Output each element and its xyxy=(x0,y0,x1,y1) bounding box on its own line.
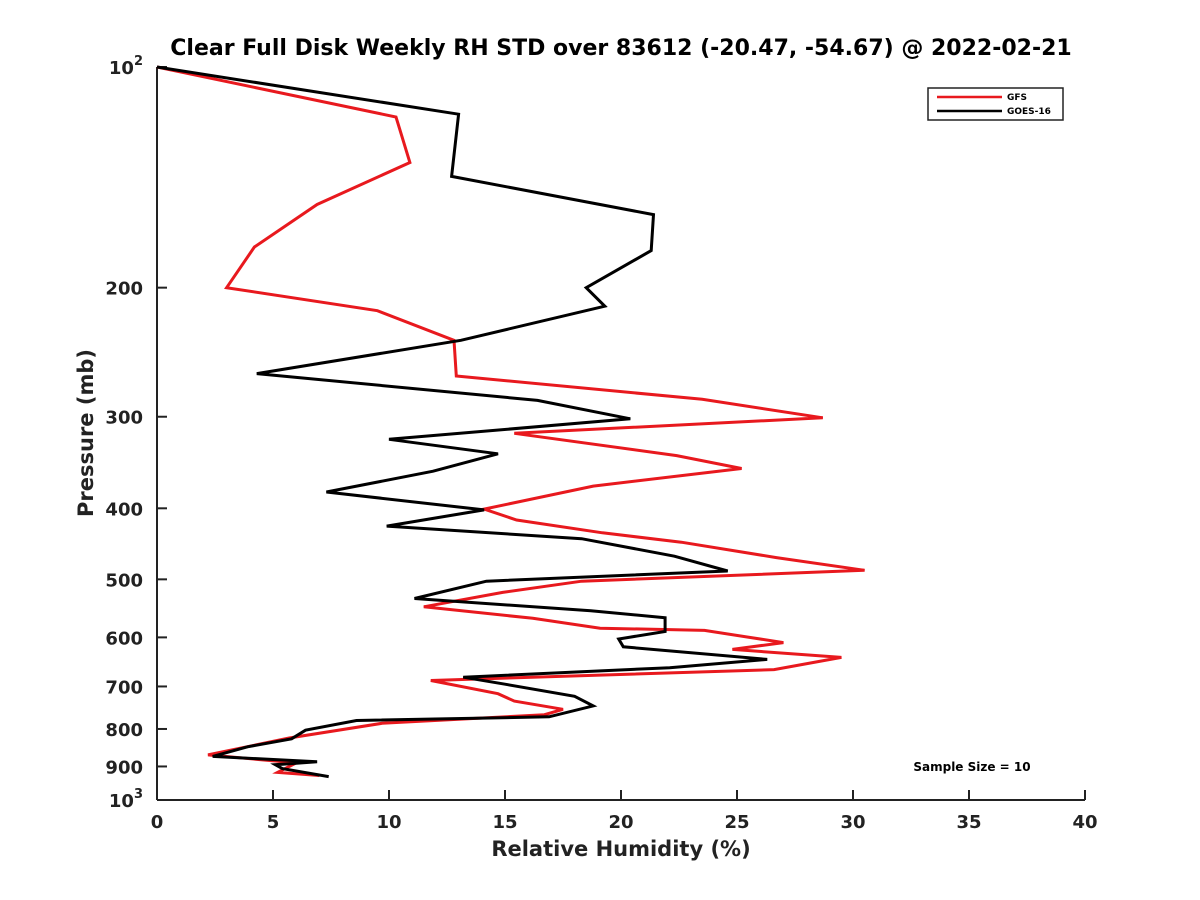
chart-title: Clear Full Disk Weekly RH STD over 83612… xyxy=(170,36,1071,61)
x-axis-label: Relative Humidity (%) xyxy=(491,837,750,861)
x-tick-label: 5 xyxy=(267,812,280,833)
y-tick-base: 10 xyxy=(109,791,134,812)
series-line-goes16 xyxy=(156,65,768,779)
y-tick-label: 600 xyxy=(105,628,143,649)
y-axis-label: Pressure (mb) xyxy=(74,349,98,517)
y-tick-label: 103 xyxy=(109,787,143,812)
y-tick-label: 700 xyxy=(105,677,143,698)
y-tick-label: 900 xyxy=(105,757,143,778)
series-layer xyxy=(156,65,865,779)
x-tick-label: 0 xyxy=(151,812,164,833)
x-tick-label: 10 xyxy=(376,812,401,833)
legend-box xyxy=(927,87,1064,121)
x-axis-ticks: 0 5 10 15 20 25 30 35 40 xyxy=(151,790,1098,833)
y-tick-label: 400 xyxy=(105,499,143,520)
legend-label-gfs: GFS xyxy=(1007,93,1027,103)
y-tick-label: 102 xyxy=(109,54,143,79)
y-tick-label: 800 xyxy=(105,720,143,741)
y-tick-exponent: 3 xyxy=(134,787,143,802)
y-tick-exponent: 2 xyxy=(134,54,143,69)
x-tick-label: 25 xyxy=(724,812,749,833)
legend-label-goes16: GOES-16 xyxy=(1007,107,1051,117)
legend: GFS GOES-16 xyxy=(927,87,1064,121)
x-tick-label: 20 xyxy=(608,812,633,833)
y-tick-label: 500 xyxy=(105,570,143,591)
sample-size-annotation: Sample Size = 10 xyxy=(913,760,1030,774)
series-line-gfs xyxy=(156,65,865,777)
y-tick-base: 10 xyxy=(109,58,134,79)
y-tick-label: 200 xyxy=(105,279,143,300)
x-tick-label: 30 xyxy=(840,812,865,833)
x-tick-label: 35 xyxy=(956,812,981,833)
x-tick-label: 15 xyxy=(492,812,517,833)
y-tick-label: 300 xyxy=(105,408,143,429)
x-tick-label: 40 xyxy=(1072,812,1097,833)
